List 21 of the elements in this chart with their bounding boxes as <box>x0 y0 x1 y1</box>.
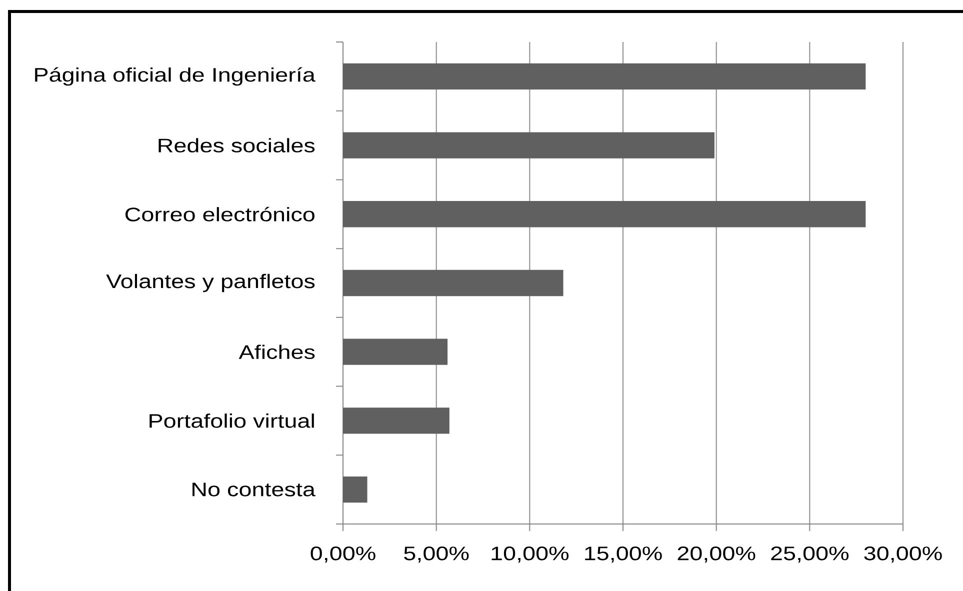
y-tick-label: Correo electrónico <box>125 206 314 222</box>
y-tick-label: Redes sociales <box>158 138 315 152</box>
x-tick-label: 0,00% <box>310 546 376 563</box>
y-tick-label: No contesta <box>192 482 316 496</box>
bar <box>343 132 714 158</box>
bar <box>343 201 866 228</box>
x-tick-label: 5,00% <box>404 546 469 563</box>
bar <box>343 270 564 296</box>
bar <box>343 408 450 434</box>
bar <box>343 63 866 90</box>
x-tick-label: 10,00% <box>492 546 569 563</box>
x-tick-label: 20,00% <box>678 546 756 563</box>
x-tick-label: 15,00% <box>585 546 662 563</box>
y-tick-label: Página oficial de Ingeniería <box>35 67 316 86</box>
bar <box>343 338 448 365</box>
y-tick-label: Portafolio virtual <box>150 414 314 428</box>
x-tick-label: 30,00% <box>864 546 942 563</box>
bar <box>343 476 368 503</box>
y-tick-label: Afiches <box>238 344 315 360</box>
x-tick-label: 25,00% <box>771 546 849 563</box>
y-tick-label: Volantes y panfletos <box>106 274 315 292</box>
